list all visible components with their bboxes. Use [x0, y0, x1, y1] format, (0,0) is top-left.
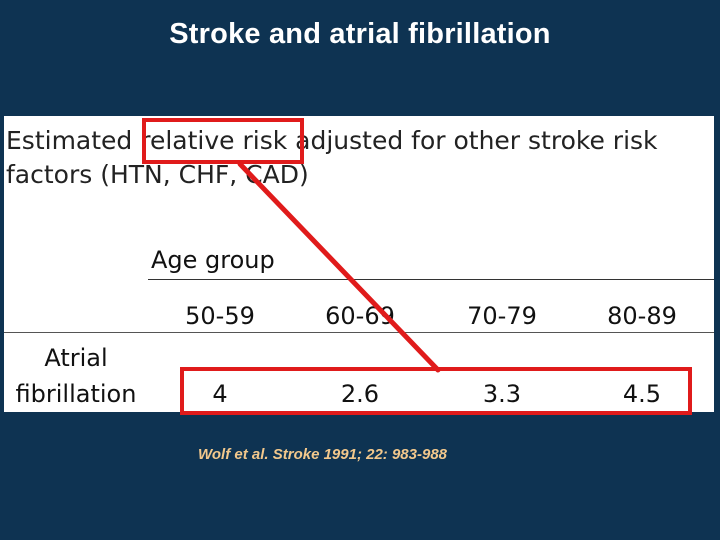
- slide-title: Stroke and atrial fibrillation: [169, 18, 551, 50]
- content-panel: [4, 116, 714, 412]
- column-header-80-89: 80-89: [607, 302, 677, 330]
- row-label: Atrial fibrillation: [6, 340, 146, 412]
- value-80-89: 4.5: [622, 380, 662, 408]
- description-line-1: Estimated relative risk adjusted for oth…: [6, 126, 658, 155]
- column-header-70-79: 70-79: [467, 302, 537, 330]
- row-label-line-1: Atrial: [44, 344, 108, 372]
- citation: Wolf et al. Stroke 1991; 22: 983-988: [198, 446, 448, 463]
- age-group-label: Age group: [151, 246, 275, 274]
- highlight-box-relative-risk: [142, 118, 304, 164]
- age-group-divider: [148, 279, 714, 280]
- value-50-59: 4: [212, 380, 228, 408]
- value-70-79: 3.3: [482, 380, 522, 408]
- row-divider: [4, 332, 714, 333]
- column-header-50-59: 50-59: [185, 302, 255, 330]
- value-60-69: 2.6: [340, 380, 380, 408]
- row-label-line-2: fibrillation: [15, 380, 137, 408]
